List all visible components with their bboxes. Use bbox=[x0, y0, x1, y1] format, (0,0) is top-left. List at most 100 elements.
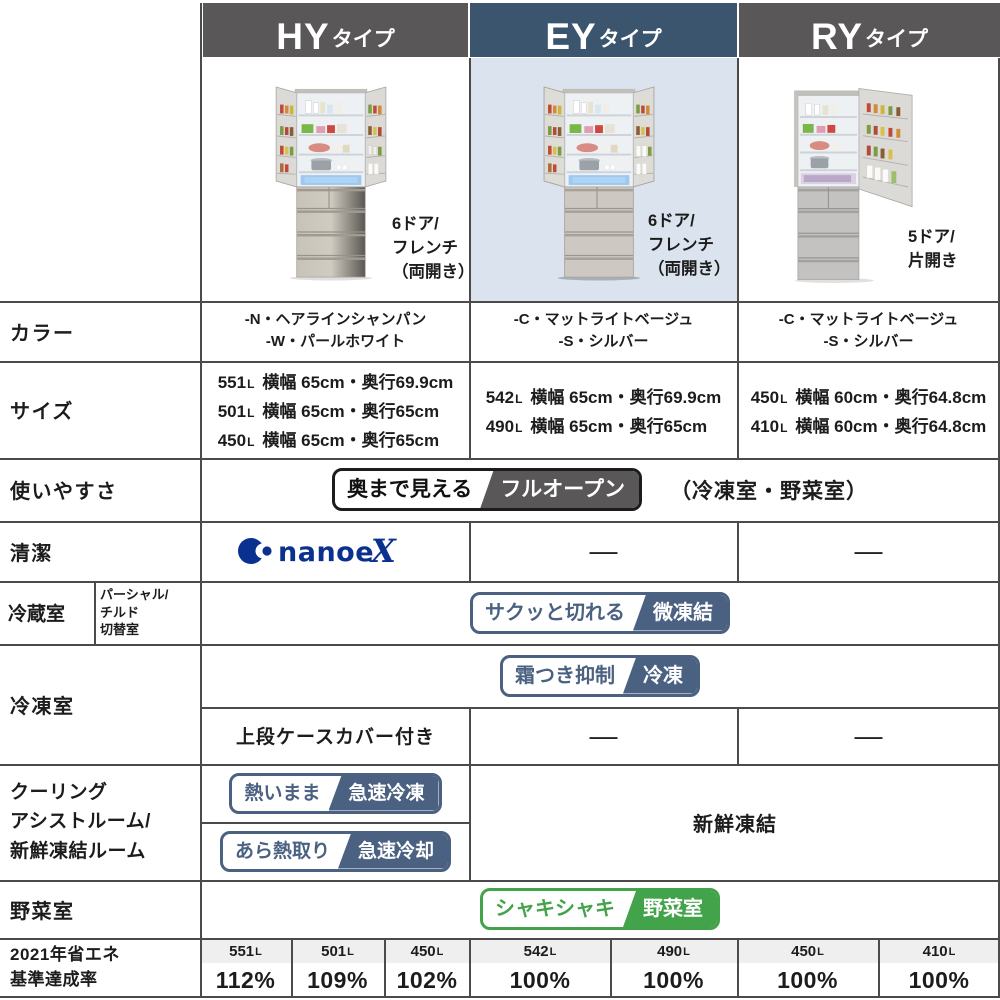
table-gridline bbox=[0, 996, 1000, 998]
energy-percent: 100% bbox=[908, 967, 970, 993]
usability-note: （冷凍室・野菜室） bbox=[670, 479, 869, 503]
table-gridline bbox=[200, 822, 470, 824]
badge-crisp-veggie-dark: 野菜室 bbox=[623, 891, 717, 927]
header-ey-label: EY bbox=[545, 15, 597, 57]
energy-cell-4: 542 L 100% bbox=[470, 939, 610, 997]
badge-quick-freeze-white: 熱いまま bbox=[244, 782, 321, 804]
table-gridline bbox=[0, 764, 1000, 766]
badge-micro-freezing-white: サクッと切れる bbox=[485, 601, 625, 624]
table-gridline bbox=[200, 707, 1000, 709]
row-label-cooling: クーリング アシストルーム/ 新鮮凍結ルーム bbox=[10, 781, 151, 862]
row-label-energy: 2021年省エネ 基準達成率 bbox=[10, 944, 120, 989]
table-gridline bbox=[0, 301, 1000, 303]
badge-quick-freeze-dark: 急速冷凍 bbox=[328, 775, 439, 811]
badge-quick-cool-white: あら熱取り bbox=[234, 840, 330, 862]
energy-liter-band bbox=[200, 939, 1000, 963]
fridge-room-sublabel: パーシャル/ チルド 切替室 bbox=[100, 587, 169, 638]
energy-liters: 450 L bbox=[791, 943, 824, 960]
color-hy: -N・ヘアラインシャンパン -W・パールホワイト bbox=[244, 310, 427, 351]
svg-text:X: X bbox=[369, 533, 397, 569]
fridge-illustration-ry bbox=[793, 88, 913, 283]
color-ry: -C・マットライトベージュ -S・シルバー bbox=[778, 310, 959, 351]
badge-frost-control: 霜つき抑制 冷凍 bbox=[500, 654, 700, 697]
table-gridline bbox=[469, 58, 471, 458]
badge-full-open: 奥まで見える フルオープン bbox=[331, 468, 643, 511]
door-note-hy: 6ドア/ フレンチ （両開き） bbox=[392, 215, 475, 281]
energy-liters: 450 L bbox=[410, 943, 444, 960]
color-ey: -C・マットライトベージュ -S・シルバー bbox=[513, 310, 694, 351]
energy-liters: 501 L bbox=[321, 943, 354, 960]
clean-hy: nanoe X bbox=[203, 521, 468, 581]
header-hy-label: HY bbox=[276, 15, 330, 57]
table-gridline bbox=[610, 938, 612, 997]
energy-percent: 100% bbox=[777, 967, 838, 993]
table-gridline bbox=[94, 581, 96, 644]
header-hy: HY タイプ bbox=[203, 3, 468, 57]
energy-cell-6: 450 L 100% bbox=[737, 939, 878, 997]
size-line: 450L 横幅 65cm・奥行65cm bbox=[217, 431, 440, 450]
table-gridline bbox=[200, 3, 202, 997]
badge-crisp-veggie: シャキシャキ 野菜室 bbox=[480, 888, 720, 930]
usability-content: 奥まで見える フルオープン （冷凍室・野菜室） bbox=[200, 458, 1000, 521]
fridge-illustration-hy bbox=[275, 86, 387, 281]
cooling-hy-badge-1: 熱いまま 急速冷凍 bbox=[203, 764, 468, 822]
header-ry: RY タイプ bbox=[739, 3, 1000, 57]
row-label-freezer: 冷凍室 bbox=[10, 695, 75, 718]
size-ry: 450L 横幅 60cm・奥行64.8cm 410L 横幅 60cm・奥行64.8c… bbox=[737, 361, 1000, 458]
header-ey: EY タイプ bbox=[470, 3, 737, 57]
badge-quick-freeze: 熱いまま 急速冷凍 bbox=[229, 772, 442, 814]
size-ey: 542L 横幅 65cm・奥行69.9cm 490L 横幅 65cm・奥行65cm bbox=[470, 361, 737, 458]
table-gridline bbox=[291, 938, 293, 997]
veggie-content: シャキシャキ 野菜室 bbox=[200, 880, 1000, 938]
badge-frost-control-white: 霜つき抑制 bbox=[515, 664, 615, 687]
nanoe-x-logo: nanoe X bbox=[237, 533, 397, 569]
door-note-ry: 5ドア/ 片開き bbox=[908, 228, 958, 270]
freezer-badge-cell: 霜つき抑制 冷凍 bbox=[200, 644, 1000, 707]
size-line: 551L 横幅 65cm・奥行69.9cm bbox=[217, 373, 454, 392]
table-gridline bbox=[737, 58, 739, 458]
badge-full-open-white: 奥まで見える bbox=[346, 478, 473, 501]
energy-percent: 109% bbox=[307, 967, 368, 993]
svg-text:nanoe: nanoe bbox=[278, 537, 374, 568]
energy-liters: 410 L bbox=[922, 943, 956, 960]
header-ry-suffix: タイプ bbox=[865, 28, 929, 51]
table-gridline bbox=[0, 521, 1000, 523]
size-hy: 551L 横幅 65cm・奥行69.9cm 501L 横幅 65cm・奥行65cm … bbox=[203, 361, 468, 458]
row-label-veggie: 野菜室 bbox=[10, 900, 75, 923]
cooling-merged: 新鮮凍結 bbox=[693, 813, 777, 836]
badge-quick-cool-dark: 急速冷却 bbox=[338, 833, 449, 869]
fridge-illustration-ey bbox=[543, 86, 655, 281]
badge-frost-control-dark: 冷凍 bbox=[623, 657, 697, 694]
door-note-ey: 6ドア/ フレンチ （両開き） bbox=[648, 212, 731, 278]
fridge-room-content: サクッと切れる 微凍結 bbox=[200, 581, 1000, 644]
row-label-size: サイズ bbox=[10, 401, 74, 423]
header-hy-suffix: タイプ bbox=[331, 28, 395, 51]
energy-percent: 100% bbox=[509, 967, 571, 993]
table-gridline bbox=[878, 938, 880, 997]
size-line: 542L 横幅 65cm・奥行69.9cm bbox=[485, 387, 722, 407]
energy-cell-2: 501 L 109% bbox=[291, 939, 384, 997]
size-line: 410L 横幅 60cm・奥行64.8cm bbox=[750, 416, 987, 436]
row-label-clean: 清潔 bbox=[10, 542, 53, 565]
row-label-usability: 使いやすさ bbox=[10, 481, 118, 503]
table-gridline bbox=[0, 644, 1000, 646]
badge-crisp-veggie-white: シャキシャキ bbox=[495, 898, 615, 920]
table-gridline bbox=[737, 707, 739, 764]
energy-cell-7: 410 L 100% bbox=[878, 939, 1000, 997]
energy-liters: 490 L bbox=[657, 943, 690, 960]
table-gridline bbox=[469, 521, 471, 581]
badge-quick-cool: あら熱取り 急速冷却 bbox=[219, 830, 452, 872]
header-ey-suffix: タイプ bbox=[598, 28, 662, 51]
clean-ry-dash: — bbox=[854, 535, 883, 566]
size-line: 450L 横幅 60cm・奥行64.8cm bbox=[750, 387, 987, 407]
table-gridline bbox=[998, 58, 1000, 997]
energy-liters: 551 L bbox=[229, 943, 262, 960]
table-gridline bbox=[0, 880, 1000, 882]
size-line: 490L 横幅 65cm・奥行65cm bbox=[485, 416, 708, 436]
energy-percent: 102% bbox=[396, 967, 458, 993]
header-ry-label: RY bbox=[810, 15, 864, 57]
table-gridline bbox=[469, 938, 471, 997]
row-label-fridge-room: 冷蔵室 bbox=[8, 604, 66, 625]
table-gridline bbox=[737, 521, 739, 581]
